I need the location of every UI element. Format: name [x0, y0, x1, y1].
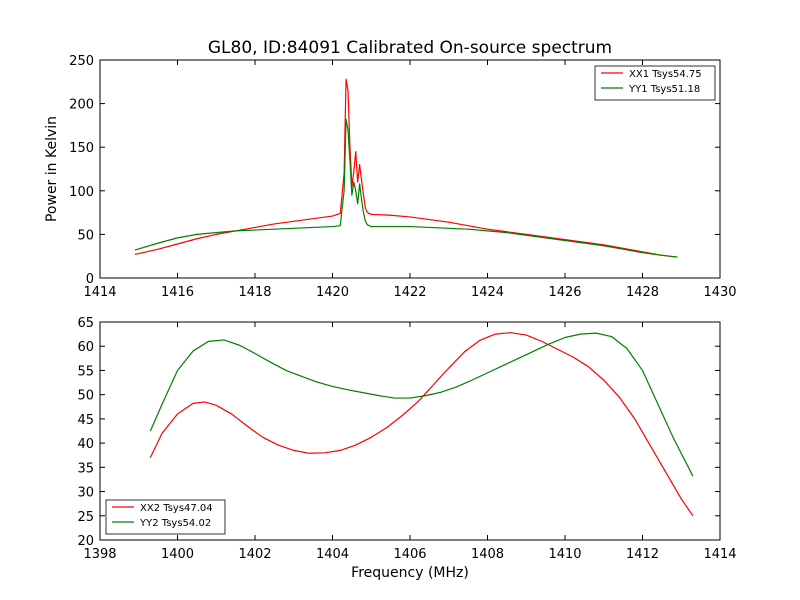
bottom-panel-x-axis-label: Frequency (MHz): [351, 565, 469, 581]
x-tick-label: 1426: [548, 285, 581, 300]
y-tick-label: 100: [69, 185, 94, 200]
top-panel-legend: XX1 Tsys54.75 YY1 Tsys51.18: [594, 65, 716, 101]
x-tick-label: 1416: [161, 285, 194, 300]
legend-box: [594, 65, 716, 101]
top-panel-ticks: 1414 1416 1418 1420 1422 1424 1426 1428 1430 0 50 1…: [69, 54, 736, 300]
y-tick-label: 35: [77, 461, 94, 476]
x-tick-label: 1412: [626, 547, 659, 562]
y-tick-label: 200: [69, 98, 94, 113]
x-tick-label: 1420: [316, 285, 349, 300]
x-tick-label: 1400: [161, 547, 194, 562]
x-tick-label: 1418: [238, 285, 271, 300]
y-tick-label: 40: [77, 437, 94, 452]
x-tick-label: 1424: [471, 285, 504, 300]
top-panel-series: [134, 78, 678, 258]
x-tick-label: 1406: [393, 547, 426, 562]
x-tick-label: 1428: [626, 285, 659, 300]
y-tick-label: 50: [77, 228, 94, 243]
top-panel-frame: [99, 59, 721, 279]
x-tick-label: 1410: [548, 547, 581, 562]
series-line: [134, 118, 678, 258]
top-panel-y-axis-label: Power in Kelvin: [44, 116, 60, 222]
x-tick-label: 1414: [703, 547, 736, 562]
chart-title: GL80, ID:84091 Calibrated On-source spec…: [208, 38, 612, 58]
x-tick-label: 1430: [703, 285, 736, 300]
bottom-panel: 1398 1400 1402 1404 1406 1408 1410 1412 1414 20 25…: [77, 316, 736, 581]
x-tick-label: 1408: [471, 547, 504, 562]
y-tick-label: 30: [77, 486, 94, 501]
bottom-panel-legend: XX2 Tsys47.04 YY2 Tsys54.02: [105, 499, 226, 535]
legend-entry: XX1 Tsys54.75: [629, 69, 702, 80]
bottom-panel-frame: [99, 321, 721, 541]
y-tick-label: 50: [77, 389, 94, 404]
x-tick-label: 1404: [316, 547, 349, 562]
x-tick-label: 1402: [238, 547, 271, 562]
x-tick-label: 1414: [83, 285, 116, 300]
y-tick-label: 60: [77, 340, 94, 355]
bottom-panel-series: [149, 332, 694, 517]
y-tick-label: 65: [77, 316, 94, 331]
y-tick-label: 250: [69, 54, 94, 69]
legend-entry: XX2 Tsys47.04: [140, 503, 213, 514]
legend-box: [105, 499, 226, 535]
y-tick-label: 20: [77, 534, 94, 549]
x-tick-label: 1422: [393, 285, 426, 300]
y-tick-label: 150: [69, 141, 94, 156]
legend-entry: YY2 Tsys54.02: [139, 518, 211, 529]
x-tick-label: 1398: [83, 547, 116, 562]
series-line: [149, 332, 694, 477]
series-line: [134, 78, 678, 258]
series-line: [149, 332, 694, 517]
legend-entry: YY1 Tsys51.18: [628, 84, 700, 95]
y-tick-label: 55: [77, 364, 94, 379]
y-tick-label: 25: [77, 510, 94, 525]
y-tick-label: 45: [77, 413, 94, 428]
y-tick-label: 0: [86, 272, 94, 287]
top-panel: GL80, ID:84091 Calibrated On-source spec…: [44, 38, 737, 300]
